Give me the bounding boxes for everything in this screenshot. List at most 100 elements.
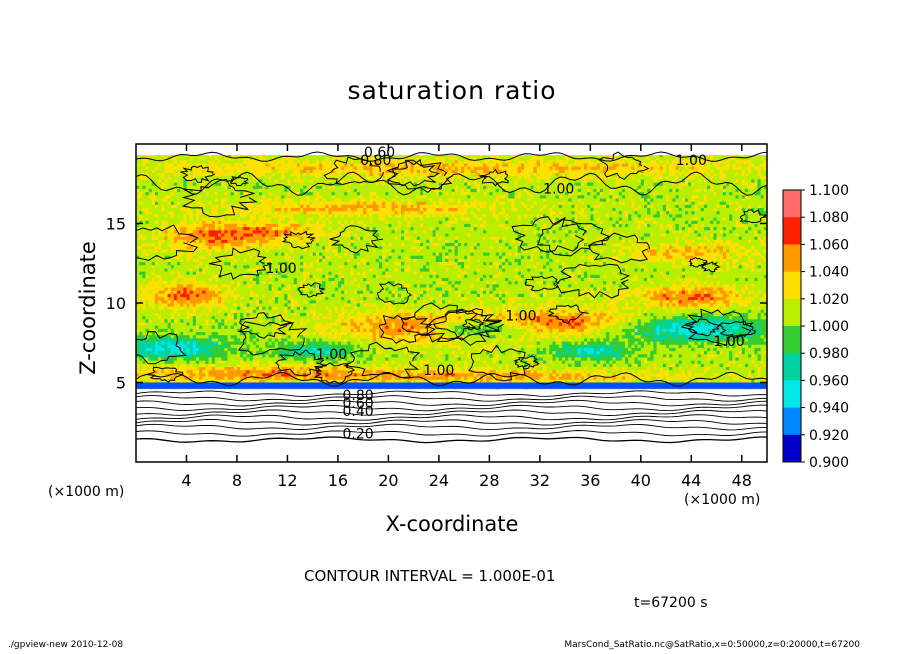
field-cell [227, 344, 232, 348]
field-cell [363, 341, 367, 345]
field-cell [224, 376, 228, 380]
field-cell [609, 331, 613, 336]
field-cell [382, 337, 386, 342]
field-cell [315, 312, 320, 317]
field-cell [501, 369, 506, 374]
field-cell [514, 318, 519, 323]
field-cell [331, 315, 336, 320]
field-cell [353, 315, 358, 320]
field-cell [139, 331, 143, 336]
field-cell [224, 366, 228, 371]
field-cell [593, 322, 598, 326]
field-cell [760, 337, 765, 342]
field-cell [593, 350, 598, 355]
field-cell [536, 379, 541, 383]
field-cell [303, 312, 307, 317]
field-cell [593, 331, 598, 336]
field-cell [369, 315, 374, 320]
field-cell [710, 344, 714, 348]
field-cell [587, 347, 591, 352]
field-cell [590, 312, 594, 317]
field-cell [255, 325, 260, 329]
field-cell [214, 353, 219, 358]
field-cell [281, 376, 285, 380]
field-cell [688, 357, 692, 361]
field-cell [643, 353, 648, 358]
field-cell [271, 309, 276, 313]
field-cell [293, 331, 298, 336]
field-cell [631, 341, 635, 345]
field-cell [543, 366, 547, 371]
field-cell [344, 318, 348, 323]
field-cell [205, 322, 209, 326]
field-cell [495, 360, 500, 364]
field-cell [684, 363, 689, 367]
field-cell [413, 322, 418, 326]
field-cell [565, 379, 569, 383]
field-cell [255, 363, 260, 367]
field-cell [208, 369, 213, 374]
field-cell [555, 337, 560, 342]
field-cell [454, 318, 459, 323]
field-cell [448, 379, 452, 383]
field-cell [375, 344, 380, 348]
field-cell [580, 334, 585, 339]
field-cell [284, 312, 288, 317]
field-cell [309, 363, 314, 367]
field-cell [593, 379, 598, 383]
field-cell [473, 369, 478, 374]
field-cell [265, 363, 269, 367]
field-cell [561, 372, 566, 377]
field-cell [533, 337, 538, 342]
field-cell [227, 328, 232, 333]
field-cell [315, 318, 320, 323]
field-cell [467, 341, 471, 345]
field-cell [634, 379, 639, 383]
field-cell [672, 312, 676, 317]
field-cell [170, 344, 175, 348]
field-cell [748, 366, 752, 371]
field-cell [703, 341, 708, 345]
field-cell [136, 315, 140, 320]
field-cell [391, 350, 396, 355]
field-cell [498, 350, 503, 355]
field-cell [445, 341, 449, 345]
field-cell [366, 331, 370, 336]
field-cell [142, 318, 146, 323]
field-cell [265, 328, 269, 333]
field-cell [584, 322, 588, 326]
field-cell [410, 344, 415, 348]
field-cell [725, 363, 730, 367]
field-cell [413, 363, 418, 367]
field-cell [227, 376, 232, 380]
field-cell [571, 315, 575, 320]
field-cell [710, 369, 714, 374]
field-cell [543, 369, 547, 374]
field-cell [565, 334, 569, 339]
field-cell [602, 350, 607, 355]
field-cell [306, 328, 310, 333]
field-cell [700, 318, 705, 323]
field-cell [385, 366, 389, 371]
field-cell [274, 369, 279, 374]
field-cell [309, 334, 314, 339]
field-cell [729, 331, 733, 336]
field-cell [483, 360, 487, 364]
field-cell [634, 350, 639, 355]
field-cell [593, 360, 598, 364]
field-cell [177, 360, 181, 364]
field-cell [593, 309, 598, 313]
field-cell [697, 379, 702, 383]
field-cell [483, 331, 487, 336]
field-cell [202, 350, 206, 355]
field-cell [315, 322, 320, 326]
field-cell [397, 372, 402, 377]
field-cell [703, 344, 708, 348]
field-cell [590, 344, 594, 348]
field-cell [587, 353, 591, 358]
field-cell [511, 328, 515, 333]
field-cell [725, 337, 730, 342]
field-cell [410, 353, 415, 358]
field-cell [599, 379, 604, 383]
field-cell [259, 357, 263, 361]
